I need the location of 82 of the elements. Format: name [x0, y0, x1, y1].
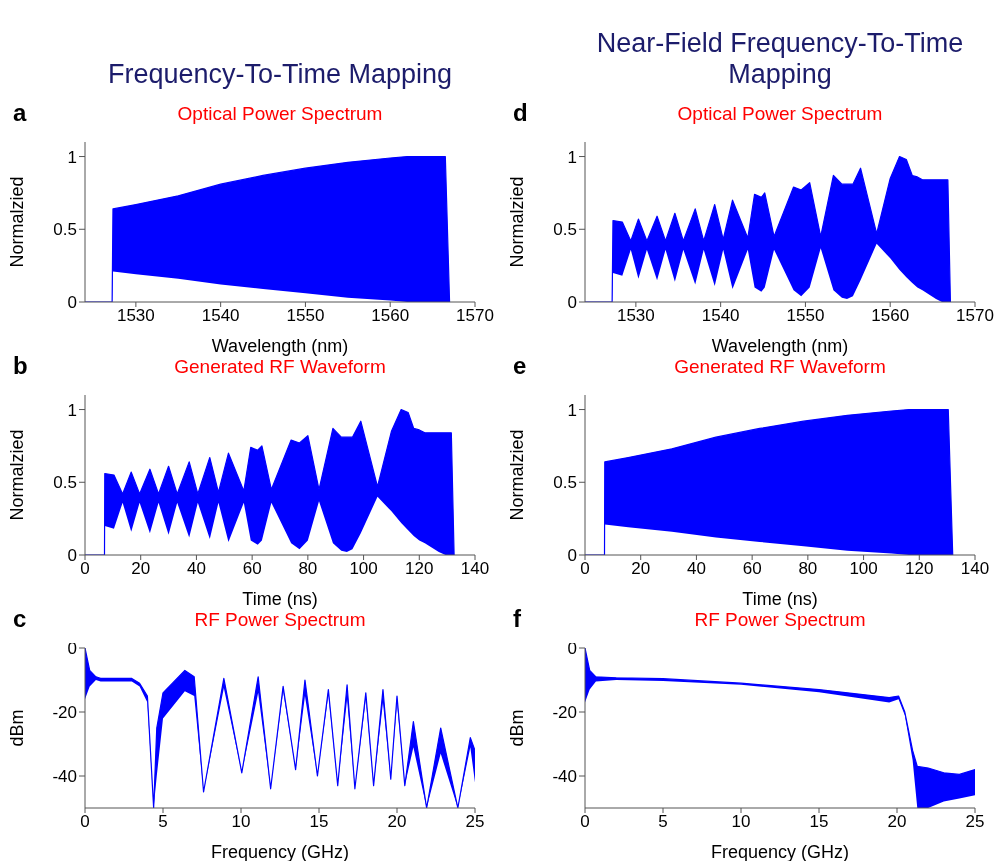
y-tick-label: 0: [567, 293, 577, 313]
x-axis-title: Wavelength (nm): [711, 336, 849, 356]
y-tick-label: 1: [67, 400, 77, 420]
x-tick-label: 25: [465, 812, 485, 832]
y-axis-title: Normalzied: [7, 176, 28, 268]
x-tick-label: 0: [80, 812, 90, 832]
y-tick-label: 0: [67, 546, 77, 566]
y-tick-label: 1: [567, 400, 577, 420]
x-tick-label: 20: [887, 812, 907, 832]
x-axis-title: Frequency (GHz): [210, 842, 350, 861]
y-axis-title: Normalzied: [7, 429, 28, 521]
chart-title: Optical Power Spectrum: [176, 103, 384, 125]
x-tick-label: 5: [158, 812, 168, 832]
x-tick-label: 120: [405, 559, 434, 579]
y-axis-title: Normalzied: [507, 429, 528, 521]
y-tick-label: 0: [67, 293, 77, 313]
x-tick-label: 1570: [456, 306, 494, 326]
chart-title: Optical Power Spectrum: [676, 103, 884, 125]
y-axis-title: dBm: [7, 709, 28, 747]
y-tick-label: 0.5: [553, 473, 577, 493]
x-tick-label: 1540: [701, 306, 740, 326]
y-tick-label: -40: [52, 767, 77, 787]
x-tick-label: 100: [349, 559, 378, 579]
y-tick-label: 0.5: [53, 473, 77, 493]
x-tick-label: 60: [242, 559, 262, 579]
x-tick-label: 5: [658, 812, 668, 832]
x-tick-label: 120: [905, 559, 934, 579]
y-axis-title: dBm: [507, 709, 528, 747]
x-tick-label: 20: [131, 559, 151, 579]
y-tick-label: 0.5: [553, 220, 577, 240]
x-tick-label: 1530: [116, 306, 155, 326]
x-tick-label: 140: [960, 559, 990, 579]
text: f: [513, 605, 521, 633]
x-tick-label: 80: [798, 559, 818, 579]
y-tick-label: -20: [552, 703, 577, 723]
x-axis-title: Wavelength (nm): [211, 336, 349, 356]
x-tick-label: 25: [965, 812, 985, 832]
x-tick-label: 1570: [956, 306, 994, 326]
x-tick-label: 15: [809, 812, 829, 832]
x-tick-label: 10: [231, 812, 251, 832]
x-tick-label: 1560: [371, 306, 410, 326]
y-tick-label: 1: [67, 147, 77, 167]
chart-title: RF Power Spectrum: [193, 609, 367, 631]
y-tick-label: 1: [567, 147, 577, 167]
x-tick-label: 60: [742, 559, 762, 579]
text: e: [513, 352, 527, 380]
x-tick-label: 20: [387, 812, 407, 832]
x-axis-title: Frequency (GHz): [710, 842, 850, 861]
chart-subtitle: Frequency-To-Time Mapping: [106, 58, 454, 90]
x-tick-label: 40: [186, 559, 206, 579]
text: b: [13, 352, 28, 380]
x-tick-label: 10: [731, 812, 751, 832]
x-axis-title: Time (ns): [242, 589, 318, 609]
x-tick-label: 15: [309, 812, 329, 832]
y-tick-label: 0: [567, 546, 577, 566]
text: d: [513, 99, 528, 127]
x-tick-label: 1540: [201, 306, 240, 326]
y-axis-title: Normalzied: [507, 176, 528, 268]
chart-title: Generated RF Waveform: [673, 356, 887, 378]
chart-title: RF Power Spectrum: [693, 609, 867, 631]
y-tick-label: 0: [567, 639, 577, 659]
x-tick-label: 20: [631, 559, 651, 579]
chart-title: Generated RF Waveform: [173, 356, 387, 378]
x-tick-label: 100: [849, 559, 878, 579]
y-tick-label: -20: [52, 703, 77, 723]
x-tick-label: 1530: [616, 306, 655, 326]
x-tick-label: 1560: [871, 306, 910, 326]
x-tick-label: 1550: [786, 306, 825, 326]
x-tick-label: 40: [686, 559, 706, 579]
chart-subtitle: Near-Field Frequency-To-Time Mapping: [595, 27, 965, 90]
x-axis-title: Time (ns): [742, 589, 818, 609]
text: a: [13, 99, 27, 127]
x-tick-label: 0: [580, 812, 590, 832]
x-tick-label: 0: [580, 559, 590, 579]
x-tick-label: 1550: [286, 306, 325, 326]
text: c: [13, 605, 27, 633]
x-tick-label: 140: [460, 559, 490, 579]
x-tick-label: 0: [80, 559, 90, 579]
x-tick-label: 80: [298, 559, 318, 579]
y-tick-label: -40: [552, 767, 577, 787]
y-tick-label: 0.5: [53, 220, 77, 240]
y-tick-label: 0: [67, 639, 77, 659]
